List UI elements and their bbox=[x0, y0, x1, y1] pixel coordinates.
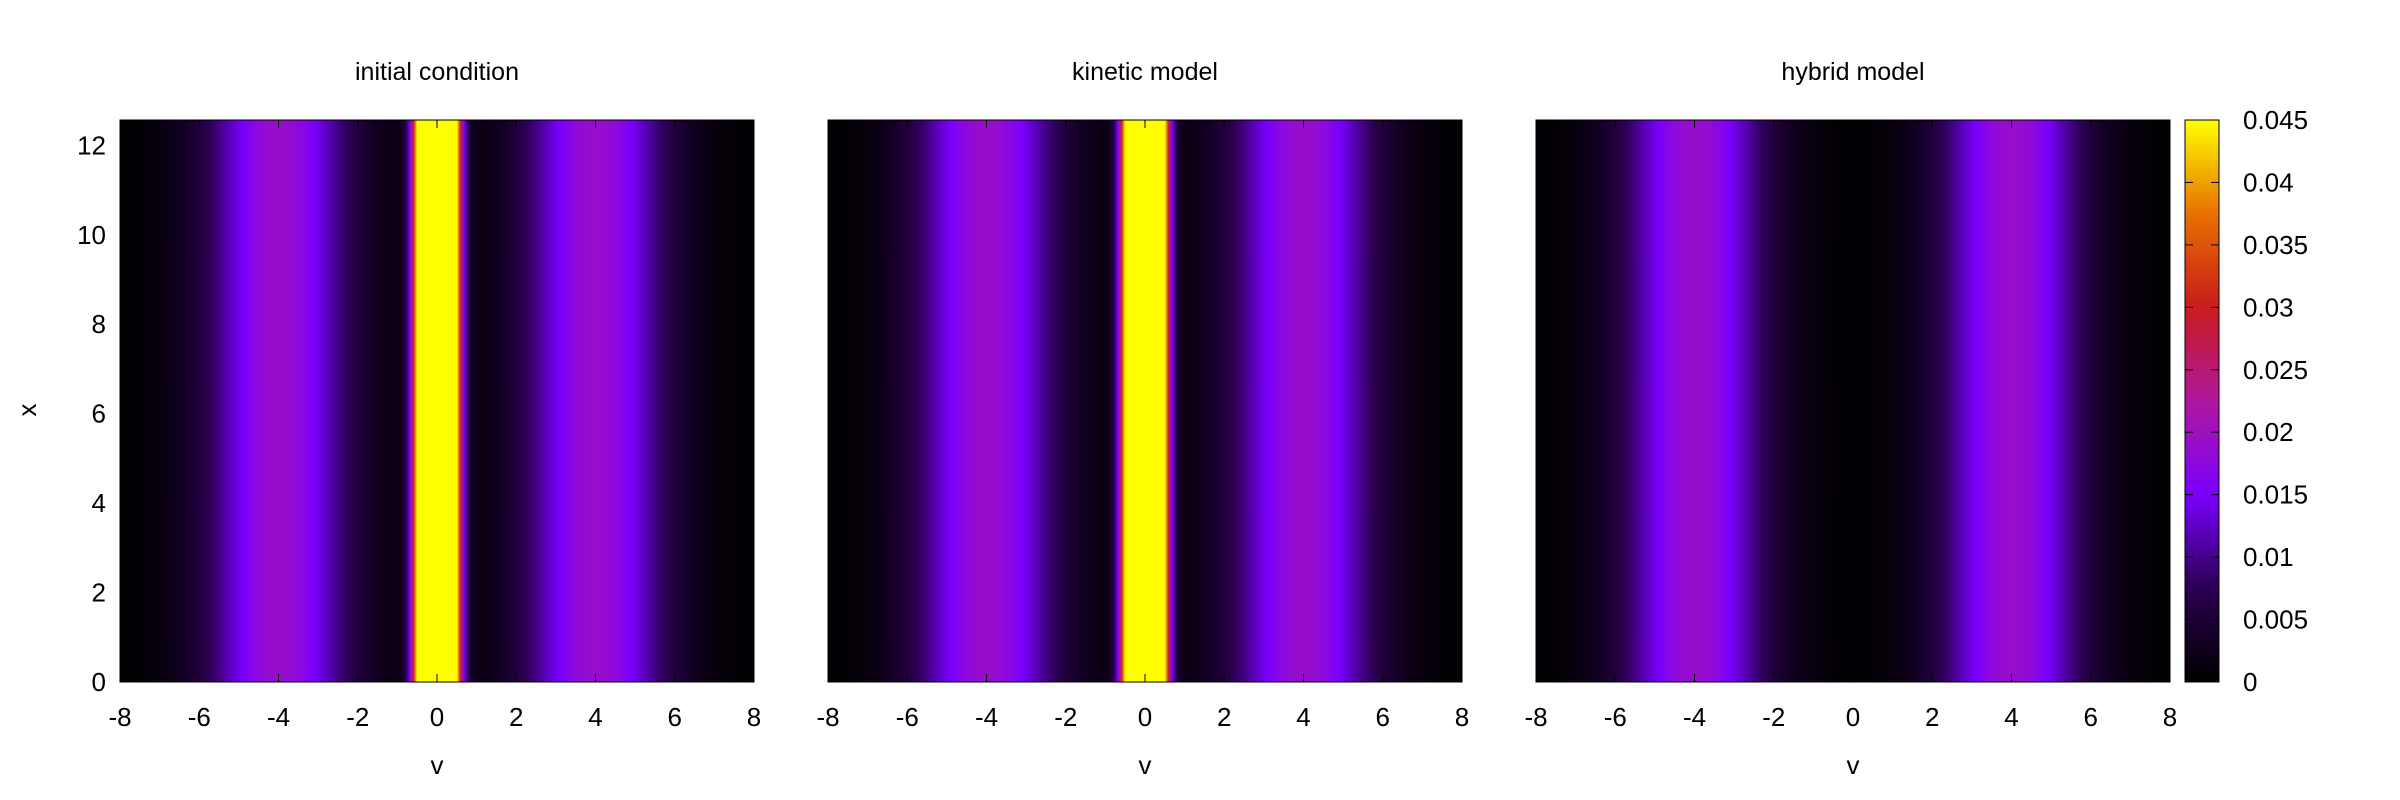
colorbar-gradient bbox=[2184, 119, 2220, 683]
x-tick-label: 8 bbox=[747, 702, 761, 732]
x-axis-label: v bbox=[431, 750, 444, 780]
colorbar-tick-label: 0 bbox=[2243, 667, 2257, 697]
x-tick-label: 0 bbox=[1138, 702, 1152, 732]
x-tick-label: 2 bbox=[1217, 702, 1231, 732]
colorbar-tick-label: 0.015 bbox=[2243, 480, 2308, 510]
x-axis: -8 -6 -4 -2 0 2 4 6 8 bbox=[108, 120, 761, 732]
plot-frame bbox=[827, 119, 1463, 683]
x-tick-label: -6 bbox=[896, 702, 919, 732]
x-tick-label: 4 bbox=[1296, 702, 1310, 732]
x-axis: -8 -6 -4 -2 0 2 4 6 8 bbox=[816, 120, 1469, 732]
plot-frame bbox=[119, 119, 755, 683]
x-tick-label: 6 bbox=[668, 702, 682, 732]
y-tick-label: 2 bbox=[92, 578, 106, 608]
y-tick-label: 6 bbox=[92, 399, 106, 429]
x-tick-label: -8 bbox=[108, 702, 131, 732]
x-axis: -8 -6 -4 -2 0 2 4 6 8 bbox=[1524, 120, 2177, 732]
x-tick-label: -4 bbox=[975, 702, 998, 732]
y-axis: 0 2 4 6 8 10 12 bbox=[77, 130, 128, 697]
x-tick-label: 4 bbox=[588, 702, 602, 732]
plot-frame bbox=[1535, 119, 2171, 683]
colorbar-tick-label: 0.005 bbox=[2243, 605, 2308, 635]
x-tick-label: -6 bbox=[1604, 702, 1627, 732]
colorbar-tick-label: 0.04 bbox=[2243, 167, 2294, 197]
heatmap-plot-area bbox=[1536, 120, 2170, 682]
y-tick-label: 12 bbox=[77, 130, 106, 160]
x-tick-label: -8 bbox=[816, 702, 839, 732]
panel-initial-condition: initial condition -8 -6 -4 -2 0 2 4 6 8 v 0 2 4 6 8 1… bbox=[12, 58, 761, 780]
x-tick-label: 2 bbox=[1925, 702, 1939, 732]
x-tick-label: 6 bbox=[1376, 702, 1390, 732]
panel-title: hybrid model bbox=[1781, 58, 1924, 86]
x-tick-label: 8 bbox=[2163, 702, 2177, 732]
colorbar-tick-label: 0.025 bbox=[2243, 355, 2308, 385]
x-tick-label: 0 bbox=[1846, 702, 1860, 732]
colorbar-tick-label: 0.02 bbox=[2243, 417, 2294, 447]
x-tick-label: -2 bbox=[346, 702, 369, 732]
x-axis-label: v bbox=[1847, 750, 1860, 780]
colorbar: 0 0.005 0.01 0.015 0.02 0.025 0.03 0.035 0.04 0.0… bbox=[2184, 105, 2308, 697]
colorbar-tick-label: 0.03 bbox=[2243, 292, 2294, 322]
panel-title: kinetic model bbox=[1072, 58, 1218, 86]
x-tick-label: 4 bbox=[2004, 702, 2018, 732]
heatmap-plot-area bbox=[828, 120, 1462, 682]
x-tick-label: 2 bbox=[509, 702, 523, 732]
x-tick-label: -4 bbox=[267, 702, 290, 732]
x-tick-label: -2 bbox=[1054, 702, 1077, 732]
y-tick-label: 10 bbox=[77, 220, 106, 250]
x-tick-label: 6 bbox=[2084, 702, 2098, 732]
x-tick-label: -4 bbox=[1683, 702, 1706, 732]
x-tick-label: -8 bbox=[1524, 702, 1547, 732]
x-tick-label: -6 bbox=[188, 702, 211, 732]
colorbar-tick-label: 0.035 bbox=[2243, 230, 2308, 260]
panel-hybrid-model: hybrid model -8 -6 -4 -2 0 2 4 6 8 v bbox=[1524, 58, 2177, 780]
y-axis-label: x bbox=[12, 404, 42, 417]
x-tick-label: 8 bbox=[1455, 702, 1469, 732]
colorbar-ticks: 0 0.005 0.01 0.015 0.02 0.025 0.03 0.035 0.04 0.0… bbox=[2185, 105, 2308, 697]
y-tick-label: 8 bbox=[92, 309, 106, 339]
y-tick-label: 0 bbox=[92, 667, 106, 697]
x-tick-label: 0 bbox=[430, 702, 444, 732]
colorbar-tick-label: 0.045 bbox=[2243, 105, 2308, 135]
y-tick-label: 4 bbox=[92, 488, 106, 518]
panel-title: initial condition bbox=[355, 58, 519, 86]
x-axis-label: v bbox=[1139, 750, 1152, 780]
x-tick-label: -2 bbox=[1762, 702, 1785, 732]
colorbar-tick-label: 0.01 bbox=[2243, 542, 2294, 572]
heatmap-plot-area bbox=[120, 120, 754, 682]
panel-kinetic-model: kinetic model -8 -6 -4 -2 0 2 4 6 8 v bbox=[816, 58, 1469, 780]
